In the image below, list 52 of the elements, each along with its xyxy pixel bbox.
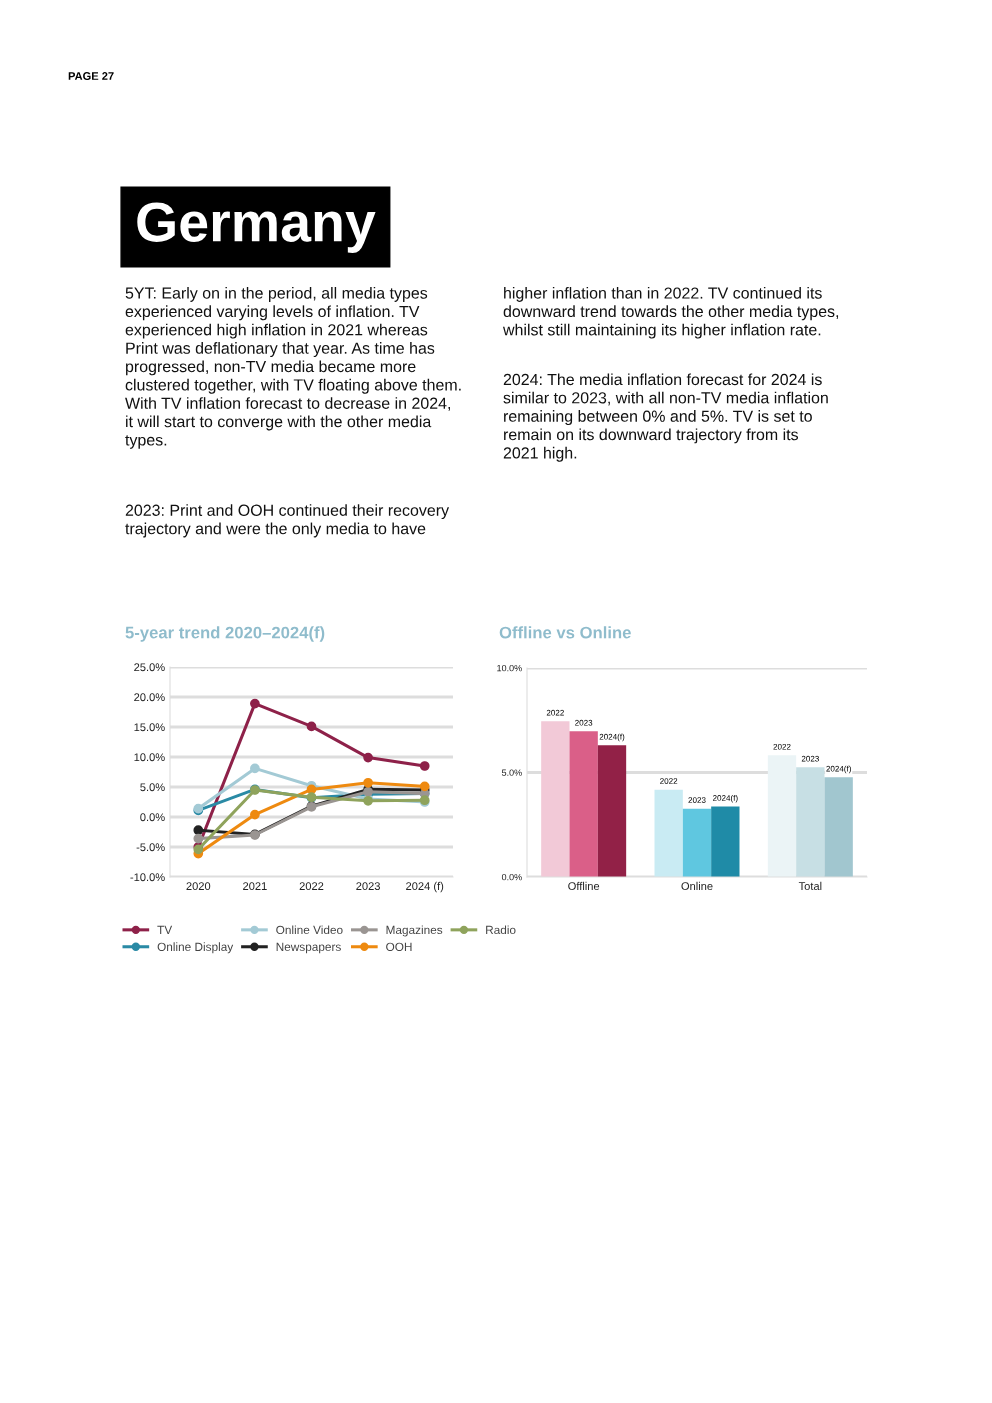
text: PAGE 27 bbox=[68, 72, 114, 80]
series-label: 2022 bbox=[546, 709, 564, 716]
y-tick-label: 25.0% bbox=[134, 663, 165, 672]
y-tick-label: 0.0% bbox=[501, 873, 522, 881]
legend-label: Magazines bbox=[386, 925, 443, 937]
text: 2023: Print and OOH continued their recovery trajectory and were the only media to have bbox=[125, 504, 450, 538]
x-tick-label: 2021 bbox=[243, 882, 267, 891]
bar bbox=[767, 755, 797, 877]
legend-label: TV bbox=[157, 925, 173, 934]
bar bbox=[824, 777, 853, 877]
text: 5YT: Early on in the period, all media types experienced varying levels of inflation. TV experienced high inflation in 2021 whereas Print was deflationary that year. As time has progressed, non-TV media became more clustered together, with TV floating above them. With TV inflation forecast to decrease in 2024, it will start to converge with the other media types. bbox=[125, 287, 461, 449]
bar bbox=[541, 721, 570, 877]
x-tick-label: 2024 (f) bbox=[406, 881, 444, 893]
category-label: 2023 bbox=[801, 755, 819, 762]
text: 2024: The media inflation forecast for 2024 is similar to 2023, with all non-TV media inflation remaining between 0% and 5%. TV is set to remain on its downward trajectory from its 2021 high. bbox=[503, 373, 828, 462]
legend-label: Radio bbox=[486, 925, 516, 935]
bar bbox=[569, 731, 598, 877]
category-label: 2023 bbox=[688, 797, 706, 803]
legend-label: Newspapers bbox=[276, 942, 341, 954]
x-tick-label: Offline bbox=[568, 881, 600, 891]
bar bbox=[711, 806, 740, 877]
text: 2024(f) bbox=[712, 794, 738, 803]
x-tick-label: 2023 bbox=[356, 882, 380, 891]
x-tick-label: 2022 bbox=[299, 882, 324, 891]
legend-label: Online Display bbox=[157, 942, 234, 954]
category-label: 2022 bbox=[660, 778, 678, 784]
chart-title: 5-year trend 2020–2024(f) bbox=[125, 626, 325, 642]
chart-title: Offline vs Online bbox=[499, 626, 631, 639]
x-tick-label: Online bbox=[681, 881, 713, 891]
y-tick-label: 0.0% bbox=[140, 813, 165, 822]
bar bbox=[654, 789, 683, 877]
x-tick-label: Total bbox=[798, 881, 822, 891]
category-label: 2022 bbox=[773, 743, 791, 750]
text: Germany bbox=[137, 202, 376, 253]
legend-label: OOH bbox=[386, 942, 412, 951]
text: 2024(f) bbox=[599, 733, 625, 742]
y-tick-label: 20.0% bbox=[134, 693, 165, 702]
y-tick-label: 10.0% bbox=[134, 753, 165, 762]
x-tick-label: 2020 bbox=[186, 882, 211, 891]
y-tick-label: 15.0% bbox=[134, 723, 165, 732]
bar bbox=[682, 808, 712, 877]
legend-label: Online Video bbox=[276, 925, 343, 935]
y-tick-label: -10.0% bbox=[130, 873, 165, 882]
text: higher inflation than in 2022. TV continued its downward trend towards the other media types, whilst still maintaining its higher inflation rate. bbox=[502, 287, 839, 339]
series-label: 2023 bbox=[575, 719, 593, 726]
y-tick-label: 5.0% bbox=[140, 783, 165, 792]
series-label: 2024(f) bbox=[826, 765, 851, 774]
y-tick-label: 10.0% bbox=[497, 664, 522, 672]
y-tick-label: -5.0% bbox=[136, 843, 165, 852]
bar bbox=[796, 767, 825, 877]
bar bbox=[597, 745, 627, 877]
y-tick-label: 5.0% bbox=[501, 769, 522, 776]
